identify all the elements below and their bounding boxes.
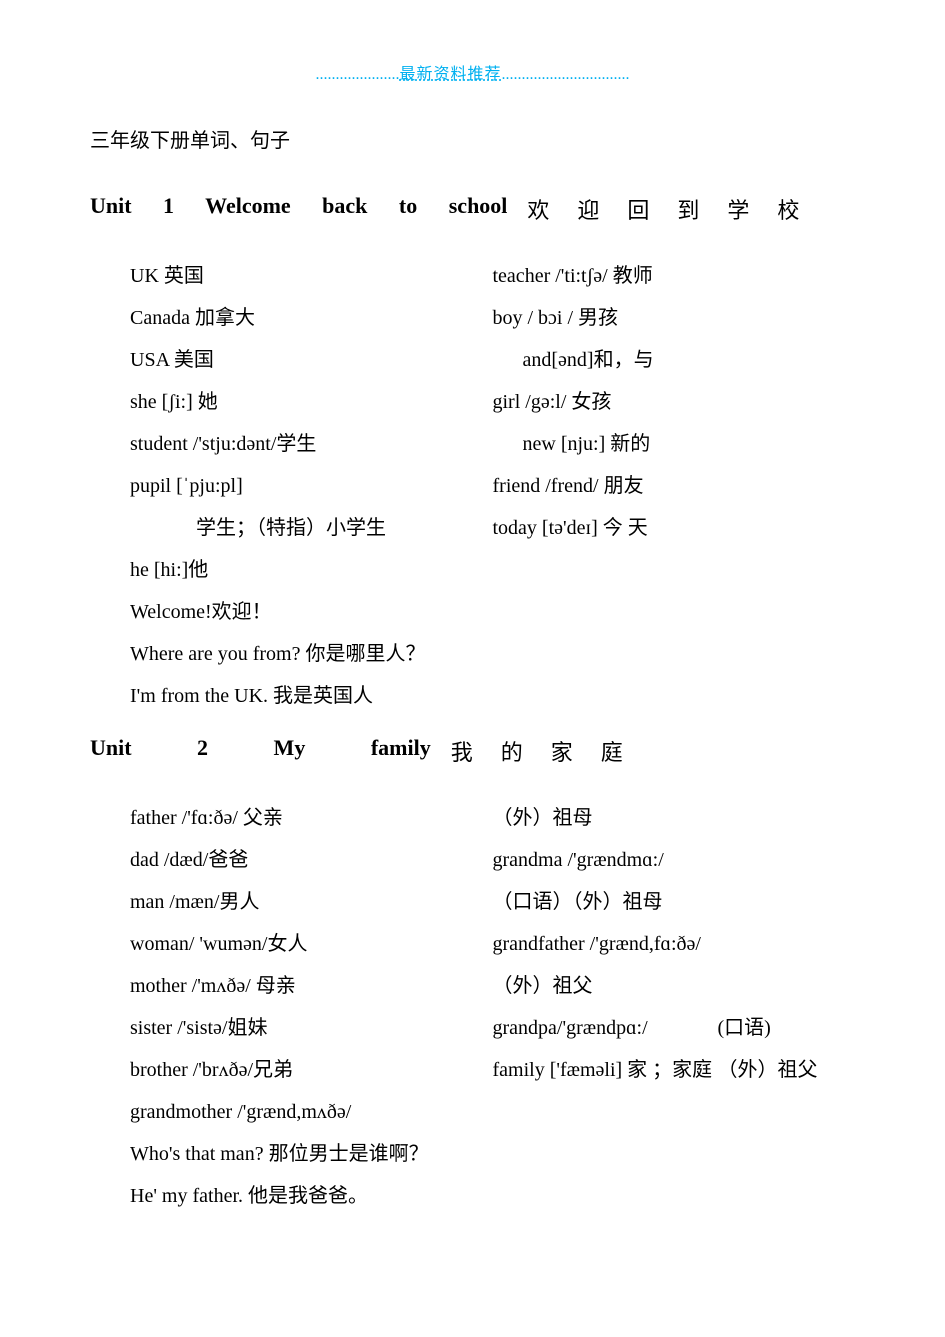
- vocab-line: new [nju:] 新的: [493, 423, 856, 465]
- vocab-note: （外）祖父: [718, 1049, 818, 1091]
- vocab-line: mother /'mʌðə/ 母亲: [130, 965, 493, 1007]
- vocab-line: father /'fɑ:ðə/ 父亲: [130, 797, 493, 839]
- vocab-line: he [hi:]他: [130, 549, 493, 591]
- unit1-title-cn: 欢迎回到学校: [527, 193, 827, 225]
- vocab-line: grandpa/'grændpɑ:/ (口语): [493, 1007, 856, 1049]
- vocab-line: brother /'brʌðə/兄弟: [130, 1049, 493, 1091]
- vocab-line: friend /frend/ 朋友: [493, 465, 856, 507]
- vocab-line: teacher /'ti:tʃə/ 教师: [493, 255, 856, 297]
- sentence-line: Where are you from? 你是哪里人？: [130, 633, 855, 675]
- unit2-vocab: father /'fɑ:ðə/ 父亲 dad /dæd/爸爸 man /mæn/…: [90, 797, 855, 1133]
- vocab-line: grandma /'grændmɑ:/: [493, 839, 856, 881]
- vocab-line: student /'stju:dənt/学生: [130, 423, 493, 465]
- unit1-vocab: UK 英国 Canada 加拿大 USA 美国 she [ʃi:] 她 stud…: [90, 255, 855, 633]
- header-text: 最新资料推荐: [399, 66, 501, 83]
- vocab-line: she [ʃi:] 她: [130, 381, 493, 423]
- vocab-line: boy / bɔi / 男孩: [493, 297, 856, 339]
- unit2-sentences: Who's that man? 那位男士是谁啊？ He' my father. …: [90, 1133, 855, 1217]
- sentence-line: I'm from the UK. 我是英国人: [130, 675, 855, 717]
- vocab-line: Canada 加拿大: [130, 297, 493, 339]
- vocab-line: 学生；（特指）小学生: [130, 507, 493, 549]
- vocab-line: （口语）（外）祖母: [493, 881, 856, 923]
- vocab-line: USA 美国: [130, 339, 493, 381]
- unit2-title-en: Unit 2 My family: [90, 735, 431, 767]
- unit2-col-right: （外）祖母 grandma /'grændmɑ:/ （口语）（外）祖母 gran…: [493, 797, 856, 1133]
- page-subtitle: 三年级下册单词、句子: [90, 124, 855, 153]
- page-header: .....................最新资料推荐.............…: [90, 60, 855, 84]
- vocab-line: Welcome!欢迎！: [130, 591, 493, 633]
- header-dots-right: ................................: [502, 66, 630, 83]
- vocab-line: （外）祖母: [493, 797, 856, 839]
- unit1-title-en: Unit 1 Welcome back to school: [90, 193, 507, 225]
- vocab-line: grandmother /'grænd,mʌðə/: [130, 1091, 493, 1133]
- vocab-line: sister /'sistə/姐妹: [130, 1007, 493, 1049]
- vocab-line: man /mæn/男人: [130, 881, 493, 923]
- vocab-line: and[ənd]和，与: [493, 339, 856, 381]
- vocab-line: woman/ 'wumən/女人: [130, 923, 493, 965]
- vocab-line: today [tə'deɪ] 今 天: [493, 507, 856, 549]
- sentence-line: Who's that man? 那位男士是谁啊？: [130, 1133, 855, 1175]
- unit1-title: Unit 1 Welcome back to school 欢迎回到学校: [90, 193, 855, 225]
- vocab-line: （外）祖父: [493, 965, 856, 1007]
- vocab-line: UK 英国: [130, 255, 493, 297]
- unit2-col-left: father /'fɑ:ðə/ 父亲 dad /dæd/爸爸 man /mæn/…: [130, 797, 493, 1133]
- unit1-col-right: teacher /'ti:tʃə/ 教师 boy / bɔi / 男孩 and[…: [493, 255, 856, 633]
- vocab-line: girl /gə:l/ 女孩: [493, 381, 856, 423]
- sentence-line: He' my father. 他是我爸爸。: [130, 1175, 855, 1217]
- unit1-col-left: UK 英国 Canada 加拿大 USA 美国 she [ʃi:] 她 stud…: [130, 255, 493, 633]
- unit2-title: Unit 2 My family 我的家庭: [90, 735, 855, 767]
- vocab-line: pupil [ˈpju:pl]: [130, 465, 493, 507]
- header-dots-left: .....................: [315, 66, 399, 83]
- unit2-title-cn: 我的家庭: [451, 735, 651, 767]
- vocab-line: dad /dæd/爸爸: [130, 839, 493, 881]
- vocab-note: (口语): [718, 1007, 771, 1049]
- vocab-line: grandfather /'grænd,fɑ:ðə/: [493, 923, 856, 965]
- vocab-line: family ['fæməli] 家 ；家庭 （外）祖父: [493, 1049, 856, 1091]
- unit1-sentences: Where are you from? 你是哪里人？ I'm from the …: [90, 633, 855, 717]
